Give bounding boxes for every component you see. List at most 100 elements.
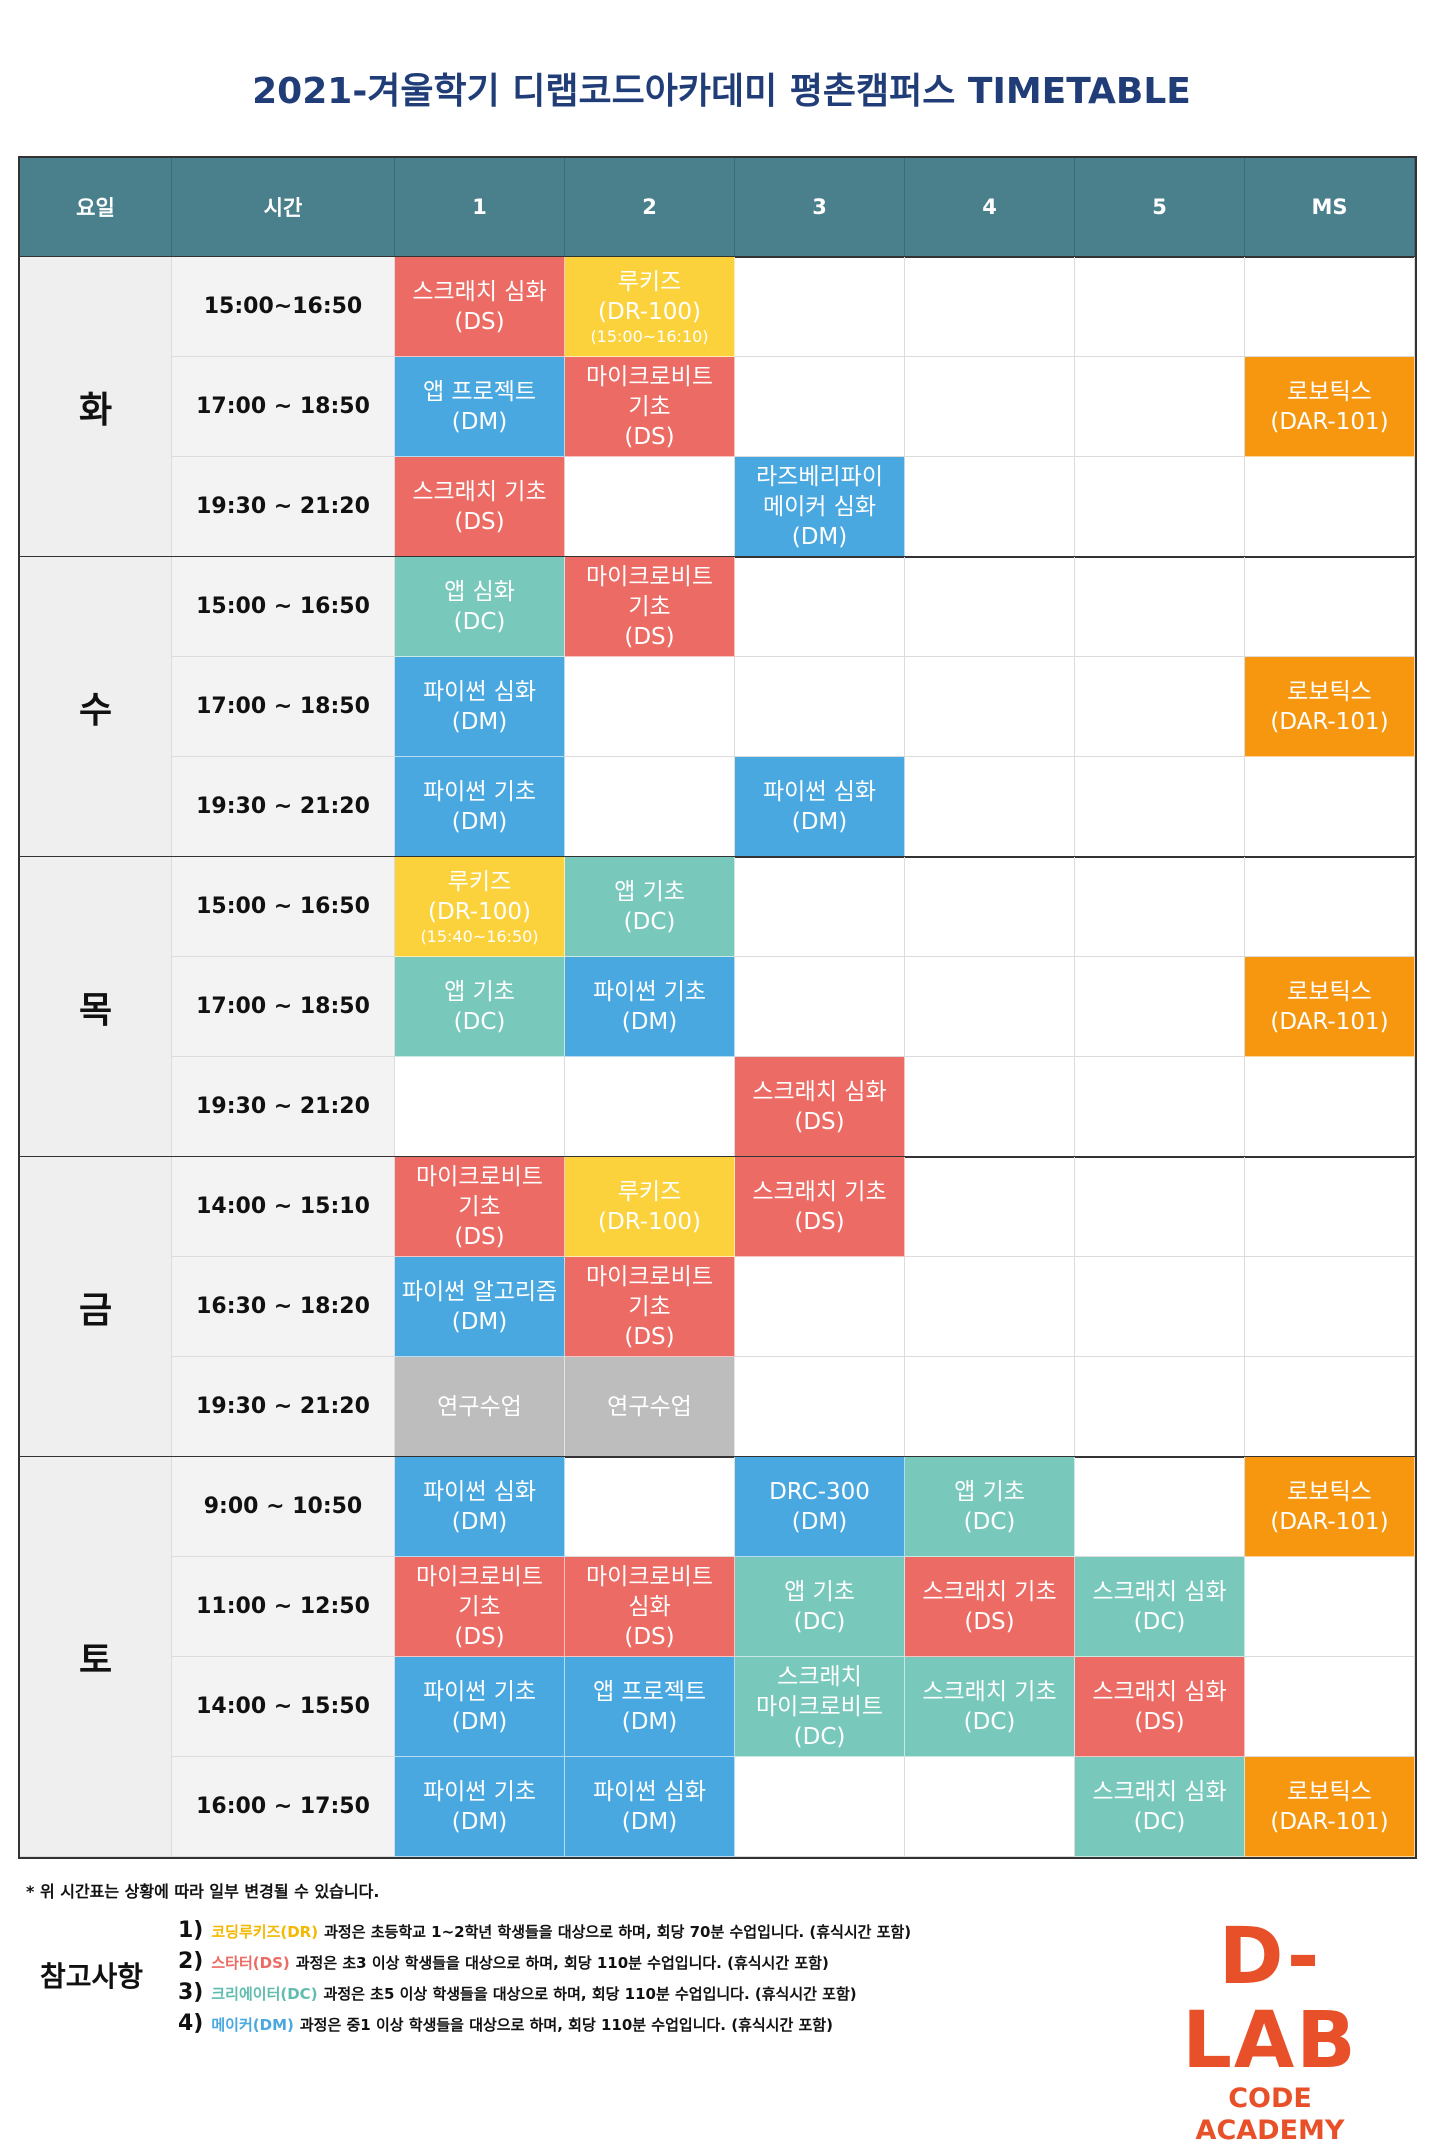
class-cell: 스크래치 기초 (DS) bbox=[735, 1157, 905, 1257]
class-text: 스크래치 심화 bbox=[1092, 1678, 1227, 1705]
class-cell: 파이썬 기초 (DM) bbox=[395, 1657, 565, 1757]
class-cell: 앱 프로젝트 (DM) bbox=[565, 1657, 735, 1757]
class-text: 마이크로비트 bbox=[586, 563, 713, 590]
note-course: 메이커(DM) bbox=[211, 2016, 294, 2034]
empty-cell bbox=[905, 757, 1075, 857]
class-text: 스크래치 기초 bbox=[922, 1578, 1057, 1605]
class-cell: DRC-300 (DM) bbox=[735, 1457, 905, 1557]
class-text: (DR-100) bbox=[428, 898, 531, 925]
notes-title: 참고사항 bbox=[40, 1960, 144, 1993]
class-text: (DM) bbox=[451, 1508, 508, 1535]
class-text: 메이커 심화 bbox=[762, 493, 877, 520]
class-text: (DC) bbox=[1133, 1808, 1186, 1835]
empty-cell bbox=[565, 657, 735, 757]
class-cell: 로보틱스 (DAR-101) bbox=[1245, 357, 1415, 457]
day-separator bbox=[20, 1456, 1415, 1458]
class-cell: 파이썬 기초 (DM) bbox=[395, 757, 565, 857]
note-line: 4) 메이커(DM) 과정은 중1 이상 학생들을 대상으로 하며, 회당 110분… bbox=[178, 2011, 833, 2036]
empty-cell bbox=[905, 1257, 1075, 1357]
empty-cell bbox=[565, 1457, 735, 1557]
class-text: DRC-300 bbox=[769, 1478, 870, 1505]
empty-cell bbox=[905, 557, 1075, 657]
class-text: 루키즈 bbox=[617, 1178, 682, 1205]
class-text: (DAR-101) bbox=[1270, 408, 1389, 435]
class-text: (DC) bbox=[453, 1008, 506, 1035]
class-text: (DM) bbox=[451, 708, 508, 735]
time-label: 14:00 ~ 15:10 bbox=[172, 1157, 395, 1257]
empty-cell bbox=[905, 457, 1075, 557]
note-text: 과정은 초등학교 1~2학년 학생들을 대상으로 하며, 회당 70분 수업입니… bbox=[324, 1923, 912, 1941]
class-text: (DS) bbox=[624, 423, 675, 450]
class-cell: 루키즈 (DR-100) bbox=[565, 1157, 735, 1257]
note-text: 과정은 초3 이상 학생들을 대상으로 하며, 회당 110분 수업입니다. (… bbox=[295, 1954, 829, 1972]
class-text: 파이썬 심화 bbox=[422, 1478, 537, 1505]
time-label: 15:00~16:50 bbox=[172, 257, 395, 357]
time-label: 17:00 ~ 18:50 bbox=[172, 357, 395, 457]
class-text: 라즈베리파이 bbox=[756, 463, 883, 490]
class-text: 마이크로비트 bbox=[586, 1263, 713, 1290]
class-text: 심화 bbox=[628, 1593, 671, 1620]
empty-cell bbox=[565, 757, 735, 857]
class-text: (DS) bbox=[624, 1623, 675, 1650]
column-header: 5 bbox=[1075, 158, 1245, 257]
time-label: 16:00 ~ 17:50 bbox=[172, 1757, 395, 1857]
class-text: 스크래치 기초 bbox=[922, 1678, 1057, 1705]
empty-cell bbox=[1075, 257, 1245, 357]
class-text: 파이썬 심화 bbox=[422, 678, 537, 705]
class-text: (DM) bbox=[791, 808, 848, 835]
class-cell: 앱 심화 (DC) bbox=[395, 557, 565, 657]
class-cell: 마이크로비트 기초 (DS) bbox=[565, 1257, 735, 1357]
note-line: 1) 코딩루키즈(DR) 과정은 초등학교 1~2학년 학생들을 대상으로 하며, … bbox=[178, 1918, 911, 1943]
class-text: (DC) bbox=[1133, 1608, 1186, 1635]
class-cell: 로보틱스 (DAR-101) bbox=[1245, 1757, 1415, 1857]
class-text: 마이크로비트 bbox=[416, 1563, 543, 1590]
day-label: 토 bbox=[20, 1457, 172, 1857]
class-cell: 마이크로비트 기초 (DS) bbox=[565, 357, 735, 457]
empty-cell bbox=[735, 1757, 905, 1857]
class-text: (DC) bbox=[963, 1708, 1016, 1735]
class-text: (DR-100) bbox=[598, 1208, 701, 1235]
day-label: 목 bbox=[20, 857, 172, 1157]
column-header: 3 bbox=[735, 158, 905, 257]
empty-cell bbox=[1075, 557, 1245, 657]
empty-cell bbox=[1075, 1257, 1245, 1357]
class-text: (DM) bbox=[451, 1708, 508, 1735]
empty-cell bbox=[1075, 957, 1245, 1057]
class-cell: 파이썬 심화 (DM) bbox=[735, 757, 905, 857]
class-text: (DAR-101) bbox=[1270, 1008, 1389, 1035]
empty-cell bbox=[905, 357, 1075, 457]
class-text: (DS) bbox=[454, 508, 505, 535]
empty-cell bbox=[735, 1357, 905, 1457]
class-cell: 루키즈 (DR-100) (15:40~16:50) bbox=[395, 857, 565, 957]
class-text: 루키즈 bbox=[617, 268, 682, 295]
class-note: (15:00~16:10) bbox=[590, 326, 709, 346]
class-text: (DAR-101) bbox=[1270, 1508, 1389, 1535]
class-text: (DC) bbox=[963, 1508, 1016, 1535]
empty-cell bbox=[735, 1257, 905, 1357]
column-header: 4 bbox=[905, 158, 1075, 257]
class-text: 파이썬 알고리즘 bbox=[401, 1278, 558, 1305]
empty-cell bbox=[905, 257, 1075, 357]
empty-cell bbox=[1245, 1657, 1415, 1757]
empty-cell bbox=[735, 957, 905, 1057]
notice: * 위 시간표는 상황에 따라 일부 변경될 수 있습니다. bbox=[26, 1882, 380, 1901]
empty-cell bbox=[1075, 457, 1245, 557]
time-label: 19:30 ~ 21:20 bbox=[172, 1357, 395, 1457]
class-text: 파이썬 기초 bbox=[422, 1778, 537, 1805]
empty-cell bbox=[905, 957, 1075, 1057]
class-text: 마이크로비트 bbox=[416, 1163, 543, 1190]
time-label: 11:00 ~ 12:50 bbox=[172, 1557, 395, 1657]
class-text: (DM) bbox=[451, 1308, 508, 1335]
class-text: 앱 프로젝트 bbox=[592, 1678, 707, 1705]
class-text: (DM) bbox=[451, 808, 508, 835]
class-cell: 연구수업 bbox=[395, 1357, 565, 1457]
empty-cell bbox=[1075, 857, 1245, 957]
day-label: 화 bbox=[20, 257, 172, 557]
class-cell: 스크래치 기초 (DS) bbox=[395, 457, 565, 557]
empty-cell bbox=[905, 657, 1075, 757]
time-label: 15:00 ~ 16:50 bbox=[172, 557, 395, 657]
empty-cell bbox=[1075, 1157, 1245, 1257]
class-text: (DC) bbox=[453, 608, 506, 635]
column-header: 2 bbox=[565, 158, 735, 257]
title: 2021-겨울학기 디랩코드아카데미 평촌캠퍼스 TIMETABLE bbox=[252, 71, 1191, 112]
